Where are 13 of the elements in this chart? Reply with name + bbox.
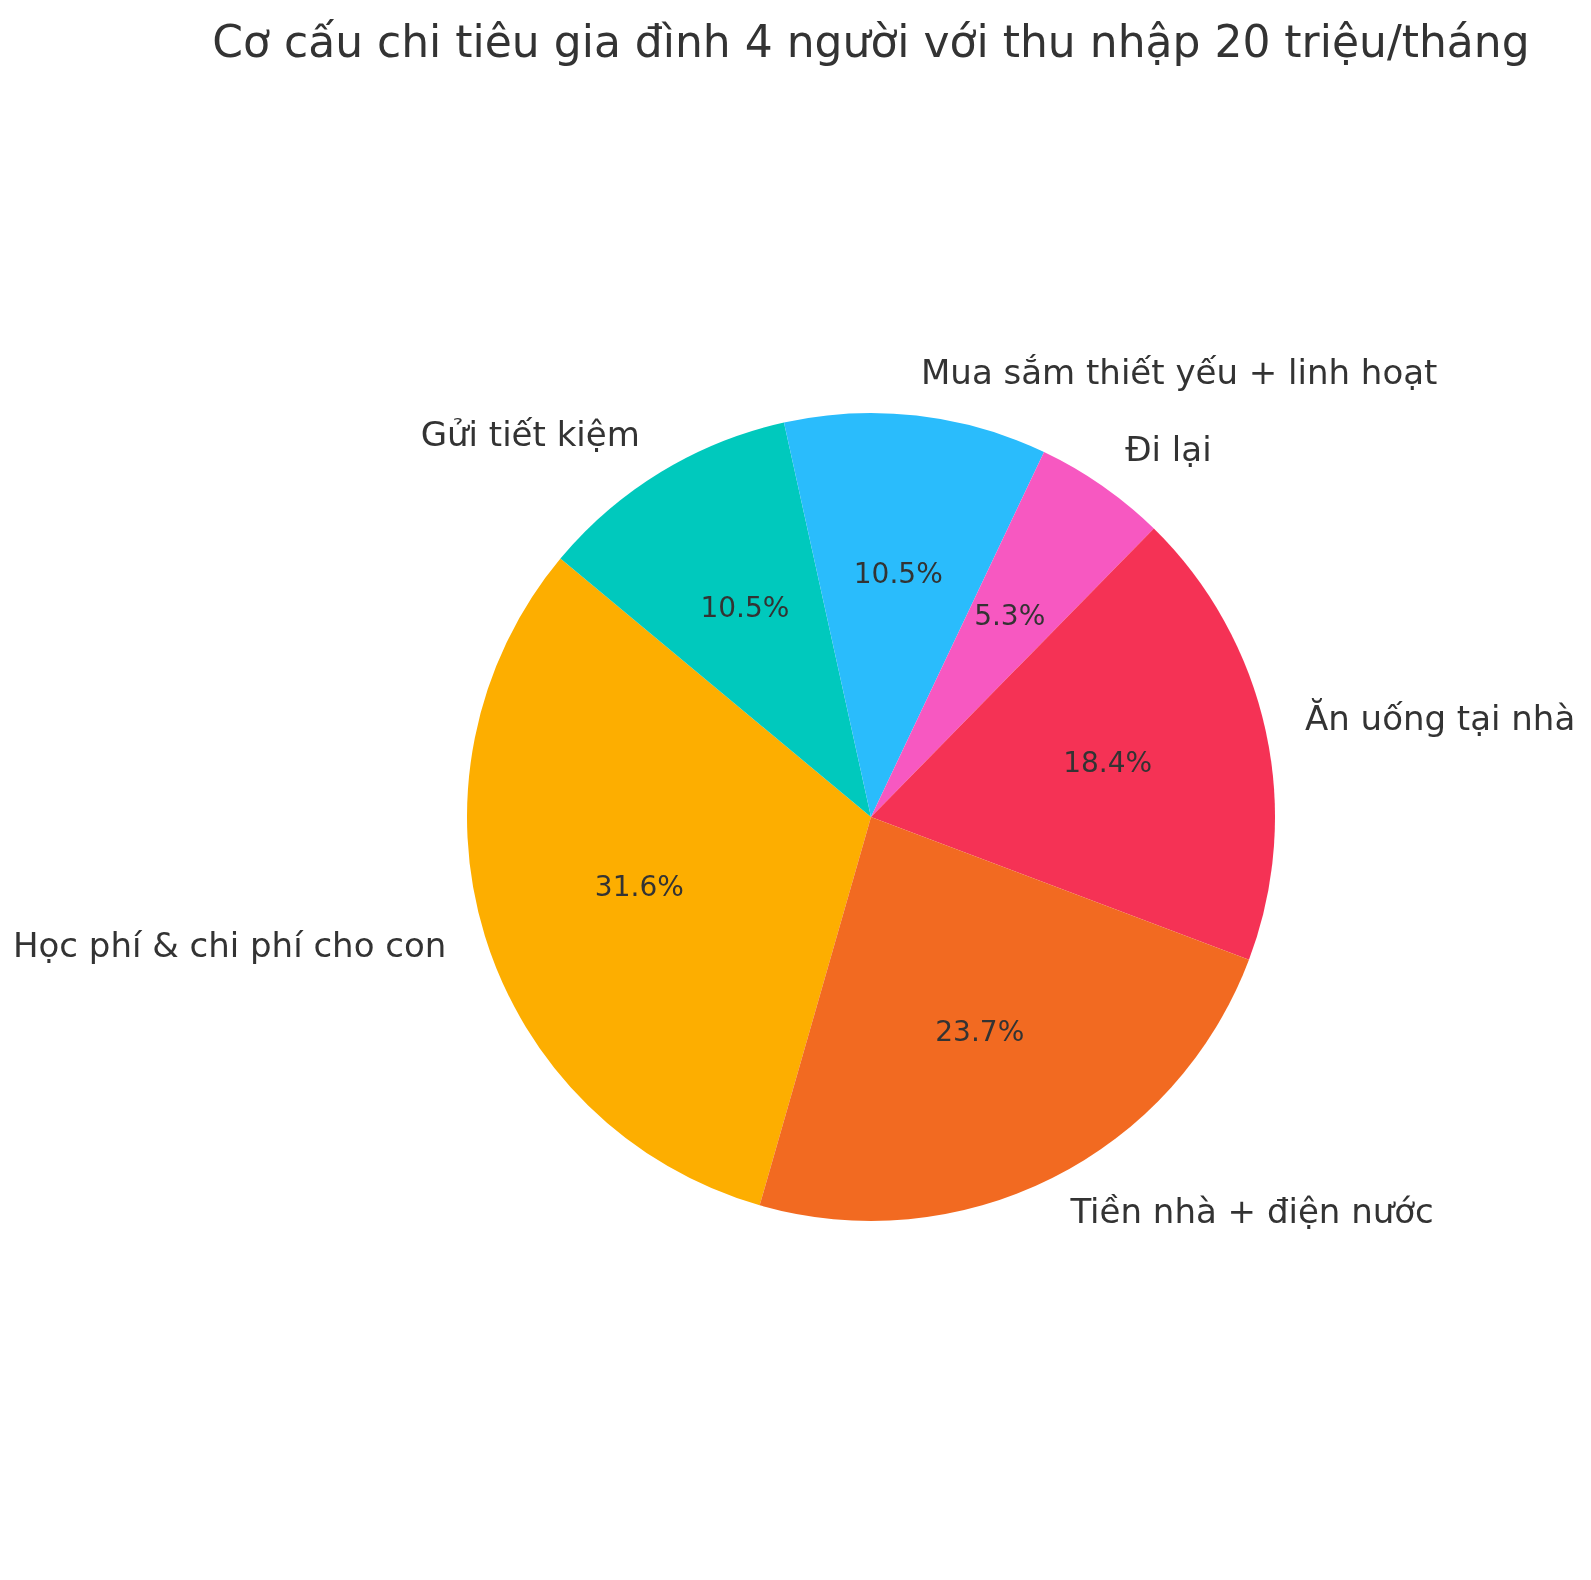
slice-label: Ăn uống tại nhà — [1304, 698, 1576, 739]
data-label: 10.5% — [853, 557, 943, 591]
data-label: 18.4% — [1063, 746, 1153, 780]
data-label: 23.7% — [935, 1014, 1025, 1048]
slice-label: Tiền nhà + điện nước — [1069, 1190, 1434, 1231]
slice-label: Gửi tiết kiệm — [420, 414, 640, 455]
slice-label: Mua sắm thiết yếu + linh hoạt — [921, 352, 1438, 393]
slice-label: Học phí & chi phí cho con — [12, 924, 447, 965]
data-label: 31.6% — [594, 869, 684, 903]
chart-title: Cơ cấu chi tiêu gia đình 4 người với thu nhập 20 triệu/tháng — [212, 16, 1530, 68]
data-label: 10.5% — [700, 591, 790, 625]
data-label: 5.3% — [974, 599, 1046, 633]
slice-label: Đi lại — [1125, 429, 1212, 470]
